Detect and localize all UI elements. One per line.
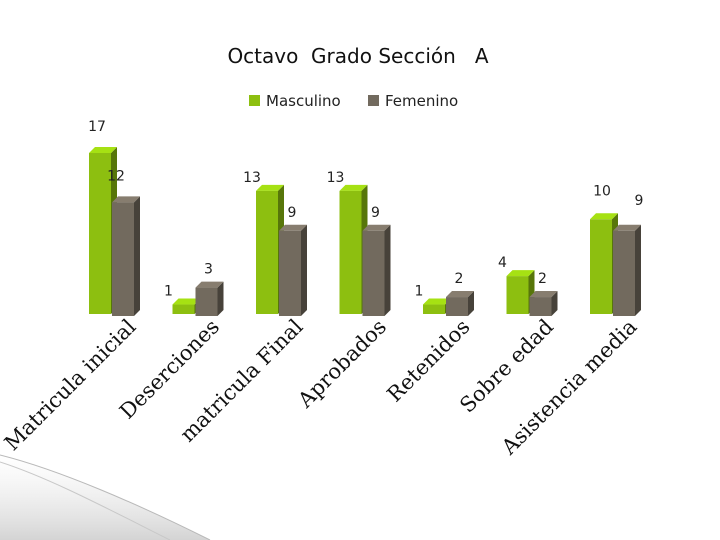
bar-front-face [446,297,468,316]
value-label-masculino-sobre-edad: 4 [498,255,507,271]
bar-top-face [423,298,451,305]
bar-femenino-sobre-edad [529,291,558,316]
bar-front-face [279,230,301,316]
bar-front-face [423,304,445,314]
bar-front-face [339,190,362,314]
bar-front-face [256,190,278,314]
bar-top-face [339,184,368,191]
bar-side-face [635,224,641,316]
value-label-masculino-matricula-inicial: 17 [88,119,106,135]
chart-title: Octavo Grado Sección A [227,44,488,68]
bar-side-face [217,281,224,316]
legend-label-masculino: Masculino [266,92,341,110]
decorative-sweep [0,454,211,540]
legend-label-femenino: Femenino [385,92,458,110]
bar-femenino-matricula-inicial [112,196,140,316]
value-label-masculino-asistencia-media: 10 [593,183,611,199]
bar-femenino-matricula-final [279,224,307,316]
bar-top-face [506,270,535,277]
bar-top-face [362,224,391,231]
category-label-aprobados: Aprobados [293,315,391,413]
value-label-masculino-retenidos: 1 [415,284,424,300]
legend-swatch-masculino [249,95,260,106]
bars-layer [89,147,641,316]
value-label-femenino-matricula-inicial: 12 [107,168,125,184]
bar-top-face [89,147,117,153]
bar-side-face [468,291,474,316]
bar-top-face [446,291,474,298]
bar-side-face [384,224,391,316]
bar-front-face [89,153,111,314]
legend-item-masculino: Masculino [249,92,341,110]
bar-femenino-asistencia-media [613,224,641,316]
legend-item-femenino: Femenino [368,92,458,110]
bar-side-face [134,196,140,316]
bar-front-face [112,202,134,316]
value-label-femenino-matricula-final: 9 [288,205,297,221]
bar-top-face [112,196,140,203]
bar-top-face [529,291,558,298]
bar-front-face [529,297,552,316]
category-label-matricula-inicial: Matricula inicial [0,314,141,455]
bar-top-face [195,281,224,288]
bar-front-face [172,304,195,314]
value-label-femenino-sobre-edad: 2 [538,271,547,287]
bar-front-face [590,219,612,314]
value-label-femenino-deserciones: 3 [204,262,213,278]
bar-femenino-retenidos [446,291,474,316]
bar-front-face [506,276,529,314]
value-label-femenino-retenidos: 2 [455,271,464,287]
bar-top-face [613,224,641,231]
value-label-femenino-aprobados: 9 [371,205,380,221]
bar-front-face [195,287,218,316]
category-label-retenidos: Retenidos [382,315,474,407]
bar-top-face [279,224,307,231]
bar-side-face [301,224,307,316]
bar-front-face [362,230,385,316]
legend-swatch-femenino [368,95,379,106]
bar-top-face [256,184,284,191]
bar-femenino-deserciones [195,281,224,316]
bar-top-face [590,213,618,220]
value-label-masculino-deserciones: 1 [164,284,173,300]
value-label-masculino-aprobados: 13 [327,170,345,186]
legend: Masculino Femenino [249,92,458,110]
bar-side-face [551,291,558,316]
bar-top-face [172,298,201,305]
value-label-femenino-asistencia-media: 9 [635,193,644,209]
bar-front-face [613,230,635,316]
bar-femenino-aprobados [362,224,391,316]
value-label-masculino-matricula-final: 13 [243,170,261,186]
